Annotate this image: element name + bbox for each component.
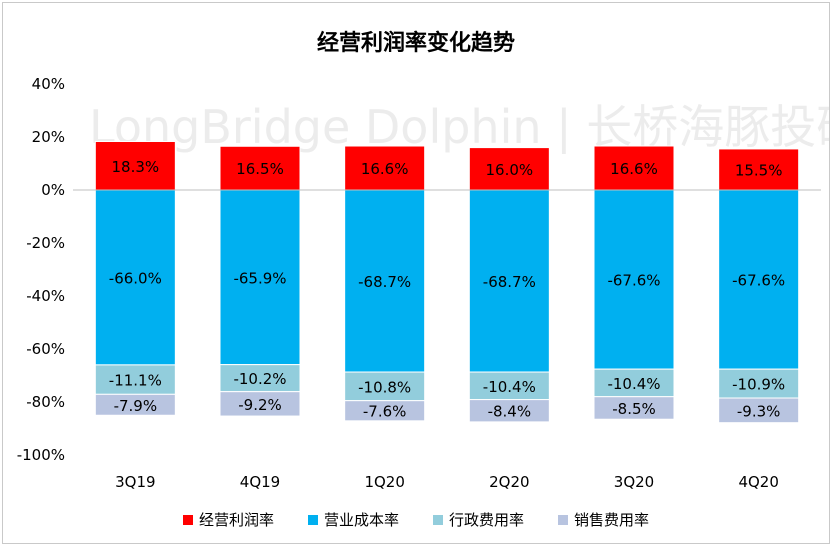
stacked-bar-chart: LongBridge Dolphin | 长桥海豚投研 40% 20% 0% -20% -… [17, 75, 829, 491]
data-label: -10.2% [233, 370, 286, 388]
watermark-text: LongBridge Dolphin | 长桥海豚投研 [89, 100, 829, 155]
legend-swatch [182, 514, 193, 525]
bar-segment [718, 148, 800, 191]
data-label: -67.6% [732, 272, 785, 290]
data-label: 15.5% [735, 161, 783, 179]
legend-label: 行政费用率 [449, 511, 525, 529]
data-label: -10.8% [358, 378, 411, 396]
x-tick-label: 4Q19 [240, 473, 280, 491]
bar-segment [718, 189, 800, 370]
data-label: 16.5% [236, 160, 284, 178]
data-label: -68.7% [358, 273, 411, 291]
data-label: -7.9% [114, 397, 158, 415]
bar-segment [468, 189, 550, 373]
bar-segment [94, 141, 176, 191]
legend-item: 销售费用率 [558, 509, 649, 530]
y-tick-label: -60% [26, 340, 65, 358]
bar-segment [468, 399, 550, 423]
y-tick-label: 40% [32, 75, 65, 93]
legend-label: 经营利润率 [198, 511, 274, 529]
bar-segment [219, 391, 301, 417]
bar-segment [94, 393, 176, 416]
legend-item: 经营利润率 [182, 509, 274, 530]
y-tick-label: -100% [17, 446, 65, 464]
bar-segment [344, 145, 426, 191]
legend-swatch [558, 514, 569, 525]
x-tick-label: 1Q20 [364, 473, 404, 491]
legend-label: 销售费用率 [574, 511, 650, 529]
bar-segment [219, 189, 301, 366]
chart-legend: 经营利润率 营业成本率 行政费用率 销售费用率 [3, 509, 829, 530]
bar-segment [593, 396, 675, 420]
x-tick-label: 2Q20 [489, 473, 529, 491]
data-label: -8.4% [488, 403, 532, 421]
data-label: -9.3% [737, 402, 781, 420]
data-label: -9.2% [238, 396, 282, 414]
y-tick-label: -20% [26, 234, 65, 252]
bar-segment [718, 368, 800, 399]
bar-segment [94, 364, 176, 395]
data-label: 16.6% [610, 160, 658, 178]
legend-swatch [433, 514, 443, 525]
bar-segment [344, 400, 426, 422]
data-label: -7.6% [363, 403, 407, 421]
bar-segment [219, 364, 301, 393]
data-label: -67.6% [607, 272, 660, 290]
x-tick-label: 4Q20 [738, 473, 778, 491]
y-tick-label: -40% [26, 287, 65, 305]
data-label: 16.6% [361, 160, 409, 178]
bar-segment [718, 397, 800, 424]
x-tick-label: 3Q19 [115, 473, 155, 491]
data-label: -8.5% [612, 400, 656, 418]
legend-item: 行政费用率 [433, 509, 524, 530]
chart-title: 经营利润率变化趋势 [316, 31, 515, 56]
legend-label: 营业成本率 [323, 511, 399, 529]
data-label: -66.0% [109, 269, 162, 287]
y-tick-label: -80% [26, 393, 65, 411]
bar-segment [344, 371, 426, 402]
legend-item: 营业成本率 [307, 509, 399, 530]
data-label: -65.9% [233, 269, 286, 287]
x-tick-label: 3Q20 [614, 473, 654, 491]
y-tick-label: 0% [41, 181, 65, 199]
data-label: -10.4% [607, 375, 660, 393]
data-label: 16.0% [486, 161, 534, 179]
legend-swatch [307, 514, 318, 525]
data-label: -10.4% [483, 378, 536, 396]
data-label: -10.9% [732, 376, 785, 394]
y-tick-label: 20% [32, 128, 65, 146]
bar-segment [468, 147, 550, 191]
data-label: 18.3% [112, 158, 160, 176]
bar-segment [468, 371, 550, 401]
data-label: -11.1% [109, 372, 162, 390]
bar-segment [219, 145, 301, 191]
data-label: -68.7% [483, 273, 536, 291]
bar-segment [593, 368, 675, 398]
